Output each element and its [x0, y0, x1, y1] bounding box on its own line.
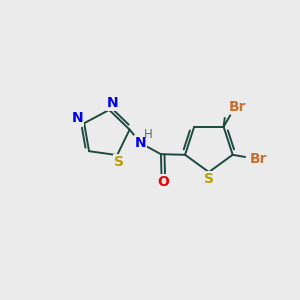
Text: N: N — [72, 111, 83, 125]
Text: Br: Br — [250, 152, 267, 166]
Text: N: N — [107, 96, 118, 110]
Text: Br: Br — [229, 100, 246, 114]
Text: S: S — [114, 154, 124, 169]
Text: O: O — [158, 175, 169, 189]
Text: H: H — [144, 128, 153, 141]
Text: N: N — [134, 136, 146, 150]
Text: S: S — [204, 172, 214, 186]
